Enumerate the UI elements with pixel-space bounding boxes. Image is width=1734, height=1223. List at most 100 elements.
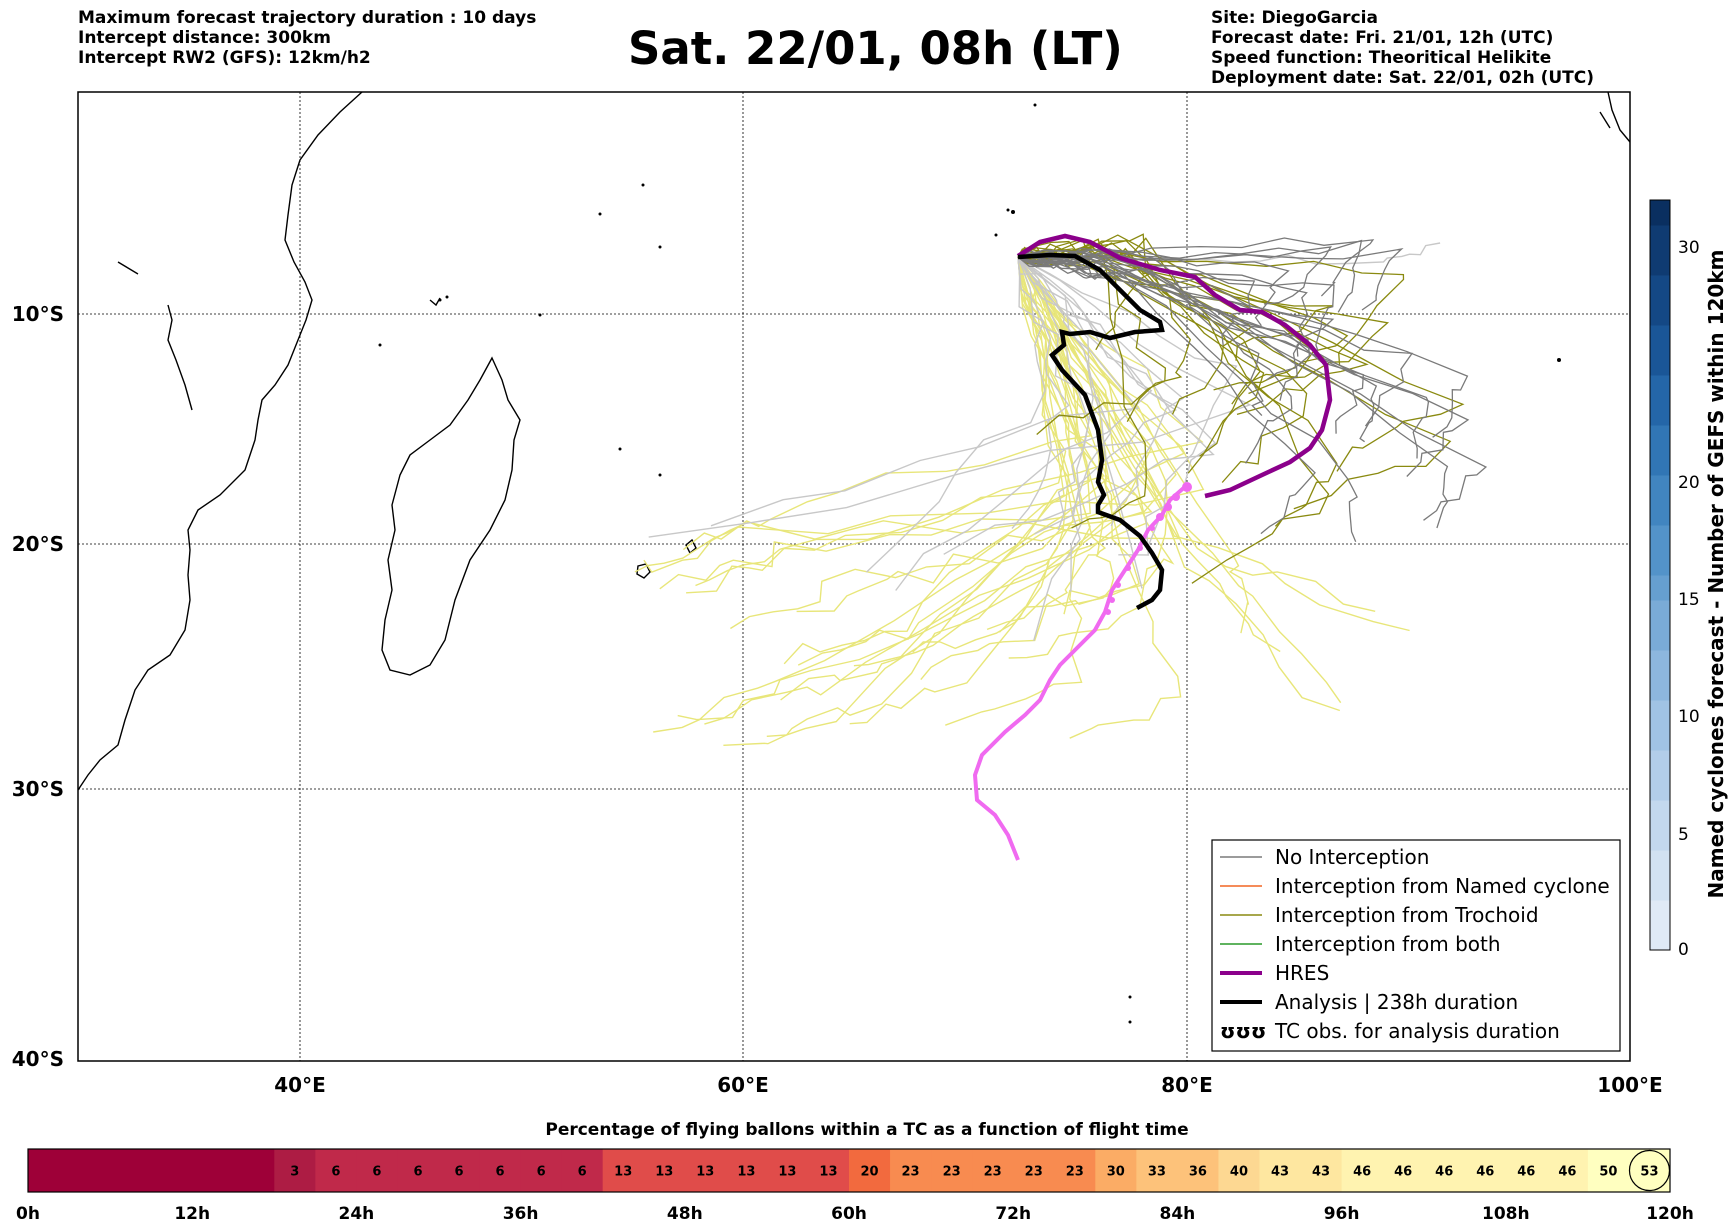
coastline-group — [77, 91, 1631, 791]
yellow-track — [1017, 256, 1342, 704]
light-grey-track — [1017, 256, 1177, 535]
strip-cell — [438, 1149, 481, 1192]
strip-cell-value: 13 — [737, 1165, 755, 1180]
grey-track — [1017, 256, 1264, 417]
strip-cell-value: 13 — [655, 1165, 673, 1180]
strip-cell-value: 6 — [331, 1165, 340, 1180]
tc-obs-markers — [1105, 482, 1192, 615]
colorbar-cell — [1650, 400, 1670, 426]
colorbar-cell — [1650, 650, 1670, 676]
light-grey-track — [648, 256, 1252, 538]
strip-cell-value: 13 — [778, 1165, 796, 1180]
colorbar-label: Named cyclones forecast - Number of GEFS… — [1704, 250, 1728, 899]
page-title: Sat. 22/01, 08h (LT) — [628, 22, 1123, 75]
strip-cell-value: 43 — [1312, 1165, 1330, 1180]
strip-cell-value: 23 — [1025, 1165, 1043, 1180]
colorbar-cell — [1650, 500, 1670, 526]
yellow-track — [1017, 256, 1376, 612]
yellow-track — [853, 256, 1177, 667]
yellow-track — [643, 256, 1180, 573]
lat-label-40: 40°S — [12, 1047, 64, 1071]
legend-item-trochoid: Interception from Trochoid — [1275, 903, 1539, 927]
colorbar-cell — [1650, 300, 1670, 326]
strip-cell-value: 46 — [1476, 1165, 1494, 1180]
strip-cell — [110, 1149, 152, 1192]
yellow-track — [783, 256, 1065, 665]
strip-hour-label: 48h — [667, 1204, 703, 1223]
light-grey-track — [895, 256, 1153, 591]
strip-cell — [931, 1149, 973, 1192]
light-grey-track — [943, 256, 1215, 555]
strip-hour-label: 36h — [503, 1204, 539, 1223]
strip-hour-label: 84h — [1160, 1204, 1196, 1223]
colorbar-tick-5: 5 — [1678, 825, 1689, 845]
strip-cell-value: 46 — [1517, 1165, 1535, 1180]
strip-frame — [27, 1148, 1671, 1193]
header-left: Maximum forecast trajectory duration : 1… — [78, 8, 536, 68]
colorbar-tick-0: 0 — [1678, 940, 1689, 960]
strip-cell-value: 6 — [578, 1165, 587, 1180]
strip-cell-value: 13 — [696, 1165, 714, 1180]
grey-track — [1017, 256, 1449, 529]
strip-cell — [520, 1149, 563, 1192]
yellow-track — [920, 256, 1104, 681]
strip-cell-value: 13 — [819, 1165, 837, 1180]
strip-cell-value: 20 — [860, 1165, 878, 1180]
strip-cell — [1423, 1149, 1466, 1192]
legend-item-analysis: Analysis | 238h duration — [1275, 990, 1518, 1014]
lat-label-10: 10°S — [12, 302, 64, 326]
strip-hour-label: 96h — [1324, 1204, 1360, 1223]
light-grey-track — [1017, 256, 1238, 551]
light-grey-track — [1017, 256, 1090, 531]
strip-cell-value: 40 — [1230, 1165, 1248, 1180]
strip-cell — [684, 1149, 727, 1192]
colorbar-cell — [1650, 550, 1670, 576]
axis-labels: 40°E 60°E 80°E 100°E 10°S 20°S 30°S 40°S — [12, 302, 1663, 1097]
strip-cell-value: 33 — [1148, 1165, 1166, 1180]
strip-cell — [1136, 1149, 1178, 1192]
colorbar-cell — [1650, 225, 1670, 251]
strip-cell — [972, 1149, 1014, 1192]
strip-cell — [1218, 1149, 1260, 1192]
strip-cell-value: 23 — [984, 1165, 1002, 1180]
strip-cell — [849, 1149, 891, 1192]
olive-track — [1017, 242, 1405, 367]
light-grey-track — [1011, 256, 1070, 529]
strip-cell — [725, 1149, 768, 1192]
strip-hour-label: 12h — [174, 1204, 210, 1223]
strip-cell — [1300, 1149, 1343, 1192]
hres-track — [1016, 233, 1333, 499]
colorbar-cell — [1650, 900, 1670, 926]
colorbar-cell — [1650, 850, 1670, 876]
colorbar-cell — [1650, 250, 1670, 276]
yellow-track — [1017, 256, 1182, 739]
colorbar-cell — [1650, 200, 1670, 226]
colorbar-cell — [1650, 275, 1670, 301]
strip-cell-value: 36 — [1189, 1165, 1207, 1180]
strip-cell-value: 46 — [1394, 1165, 1412, 1180]
strip-cell-value: 23 — [902, 1165, 920, 1180]
flight-time-strip: Percentage of flying ballons within a TC… — [16, 1120, 1694, 1223]
strip-cell — [1587, 1149, 1630, 1192]
strip-cell — [643, 1149, 686, 1192]
island-east — [1599, 111, 1611, 129]
header-line-site: Site: DiegoGarcia — [1211, 8, 1378, 28]
strip-cell — [28, 1149, 70, 1192]
grey-track — [1017, 255, 1335, 351]
strip-cell — [1505, 1149, 1548, 1192]
strip-cell — [1382, 1149, 1425, 1192]
strip-cell-value: 23 — [1066, 1165, 1084, 1180]
coast-sri-lanka — [1607, 91, 1631, 143]
coastline-madagascar — [381, 356, 521, 676]
strip-cell — [479, 1149, 522, 1192]
colorbar-cell — [1650, 575, 1670, 601]
colorbar-cell — [1650, 600, 1670, 626]
strip-cell — [151, 1149, 193, 1192]
strip-cell-value: 23 — [943, 1165, 961, 1180]
strip-cell-value: 46 — [1353, 1165, 1371, 1180]
lat-label-20: 20°S — [12, 532, 64, 556]
colorbar-cell — [1650, 450, 1670, 476]
header-line-forecast-date: Forecast date: Fri. 21/01, 12h (UTC) — [1211, 28, 1554, 48]
olive-track — [1017, 243, 1452, 510]
grey-track — [1017, 248, 1293, 464]
